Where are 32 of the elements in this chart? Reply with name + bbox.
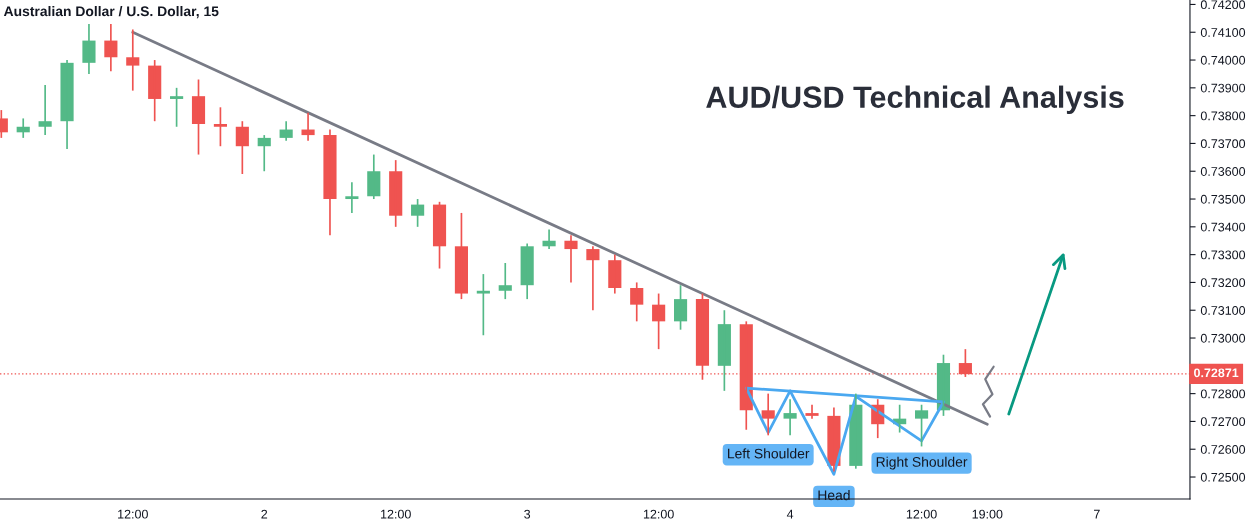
x-tick-label: 12:00 — [906, 509, 937, 519]
y-tick-label: 0.74200 — [1200, 0, 1246, 10]
x-tick-label: 3 — [524, 509, 531, 519]
y-tick-label: 0.73500 — [1200, 194, 1246, 204]
y-tick-label: 0.73700 — [1200, 139, 1246, 149]
y-tick-label: 0.73800 — [1200, 111, 1246, 121]
y-tick-label: 0.74000 — [1200, 55, 1246, 65]
y-tick-label: 0.72500 — [1200, 472, 1246, 482]
y-tick-label: 0.74100 — [1200, 28, 1246, 37]
annotation: Right Shoulder — [876, 456, 968, 470]
y-tick-label: 0.72700 — [1200, 417, 1246, 427]
x-tick-label: 12:00 — [118, 509, 148, 519]
y-tick-label: 0.73400 — [1200, 222, 1246, 232]
x-tick-label: 4 — [786, 509, 794, 519]
y-tick-label: 0.73000 — [1200, 333, 1246, 343]
chart-subtitle: Australian Dollar / U.S. Dollar, 15 — [3, 6, 219, 19]
y-tick-label: 0.72600 — [1200, 445, 1246, 454]
y-tick-label: 0.73900 — [1200, 83, 1246, 93]
annotation: Left Shoulder — [728, 448, 810, 459]
y-tick-label: 0.73300 — [1200, 250, 1246, 260]
ref-line-label: 0.72871 — [1194, 368, 1239, 378]
y-tick-label: 0.73600 — [1200, 167, 1246, 176]
y-tick-label: 0.72800 — [1200, 389, 1246, 399]
x-tick-label: 2 — [261, 509, 268, 519]
y-tick-label: 0.73200 — [1200, 278, 1246, 288]
x-tick-label: 7 — [1094, 509, 1100, 519]
x-tick-label: 19:00 — [972, 509, 1003, 519]
x-tick-label: 12:00 — [381, 509, 411, 519]
text: AUD/USD Technical Analysis — [706, 85, 1124, 115]
x-tick-label: 12:00 — [643, 509, 674, 519]
y-tick-label: 0.73100 — [1200, 306, 1246, 315]
annotation: Head — [818, 489, 850, 501]
